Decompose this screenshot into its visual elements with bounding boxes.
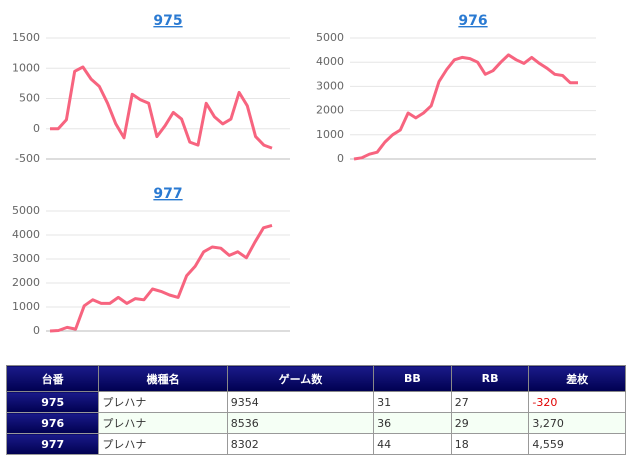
table-cell: プレハナ [98, 412, 228, 434]
y-tick-label: 3000 [12, 252, 40, 265]
header-cell: RB [450, 365, 530, 392]
header-cell: 機種名 [98, 365, 228, 392]
chart-title[interactable]: 975 [153, 13, 182, 29]
table-cell: プレハナ [98, 433, 228, 455]
table-cell: 977 [5, 433, 100, 455]
y-tick-label: 0 [33, 122, 40, 135]
y-tick-label: 4000 [316, 55, 344, 68]
y-tick-label: -500 [15, 152, 40, 165]
data-line [353, 53, 578, 161]
table-cell: 27 [450, 391, 530, 413]
header-cell: BB [373, 365, 452, 392]
y-tick-label: 5000 [12, 204, 40, 217]
y-tick-label: 500 [19, 92, 40, 105]
data-line [49, 223, 273, 333]
y-tick-label: 3000 [316, 79, 344, 92]
table-body: 975 プレハナ 9354 31 27 -320 976 プレハナ 8536 36 29 3,270 9… [5, 391, 626, 455]
charts: 975 -500 0 500 1000 1500 976 0 1000 2000 3000 4000 5… [12, 13, 596, 337]
table-cell: 3,270 [528, 412, 626, 434]
y-tick-label: 0 [337, 152, 344, 165]
data-line [50, 65, 273, 150]
chart-title[interactable]: 977 [153, 186, 182, 202]
header-cell: 差枚 [528, 365, 626, 392]
table-row: 975 プレハナ 9354 31 27 -320 [5, 391, 626, 413]
y-tick-label: 5000 [316, 31, 344, 44]
header-cell: ゲーム数 [226, 365, 375, 392]
table-row: 976 プレハナ 8536 36 29 3,270 [5, 412, 626, 434]
y-tick-label: 2000 [12, 276, 40, 289]
header-cell: 台番 [5, 365, 100, 392]
table-cell: プレハナ [98, 391, 228, 413]
table-cell: 18 [450, 433, 530, 455]
y-tick-label: 1000 [316, 128, 344, 141]
y-tick-label: 1000 [12, 61, 40, 74]
table-cell: 4,559 [528, 433, 626, 455]
table-cell: 8536 [226, 412, 375, 434]
table-cell: 9354 [226, 391, 375, 413]
table-cell: 8302 [226, 433, 375, 455]
table-cell: 31 [373, 391, 452, 413]
table-cell: 29 [450, 412, 530, 434]
table-cell: 975 [5, 391, 100, 413]
y-tick-label: 2000 [316, 104, 344, 117]
table-cell: 44 [373, 433, 452, 455]
table-cell: -320 [528, 391, 626, 413]
table-cell: 36 [373, 412, 452, 434]
y-tick-label: 1500 [12, 31, 40, 44]
header-row: 台番 機種名 ゲーム数 BB RB 差枚 [5, 365, 626, 392]
y-tick-label: 1000 [12, 300, 40, 313]
table-row: 977 プレハナ 8302 44 18 4,559 [5, 433, 626, 455]
chart-title[interactable]: 976 [458, 13, 487, 29]
table-cell: 976 [5, 412, 100, 434]
data-table: 台番 機種名 ゲーム数 BB RB 差枚 975 プレハナ 9354 31 27 -320 976 プレ… [5, 365, 626, 455]
y-tick-label: 4000 [12, 228, 40, 241]
y-tick-label: 0 [33, 324, 40, 337]
